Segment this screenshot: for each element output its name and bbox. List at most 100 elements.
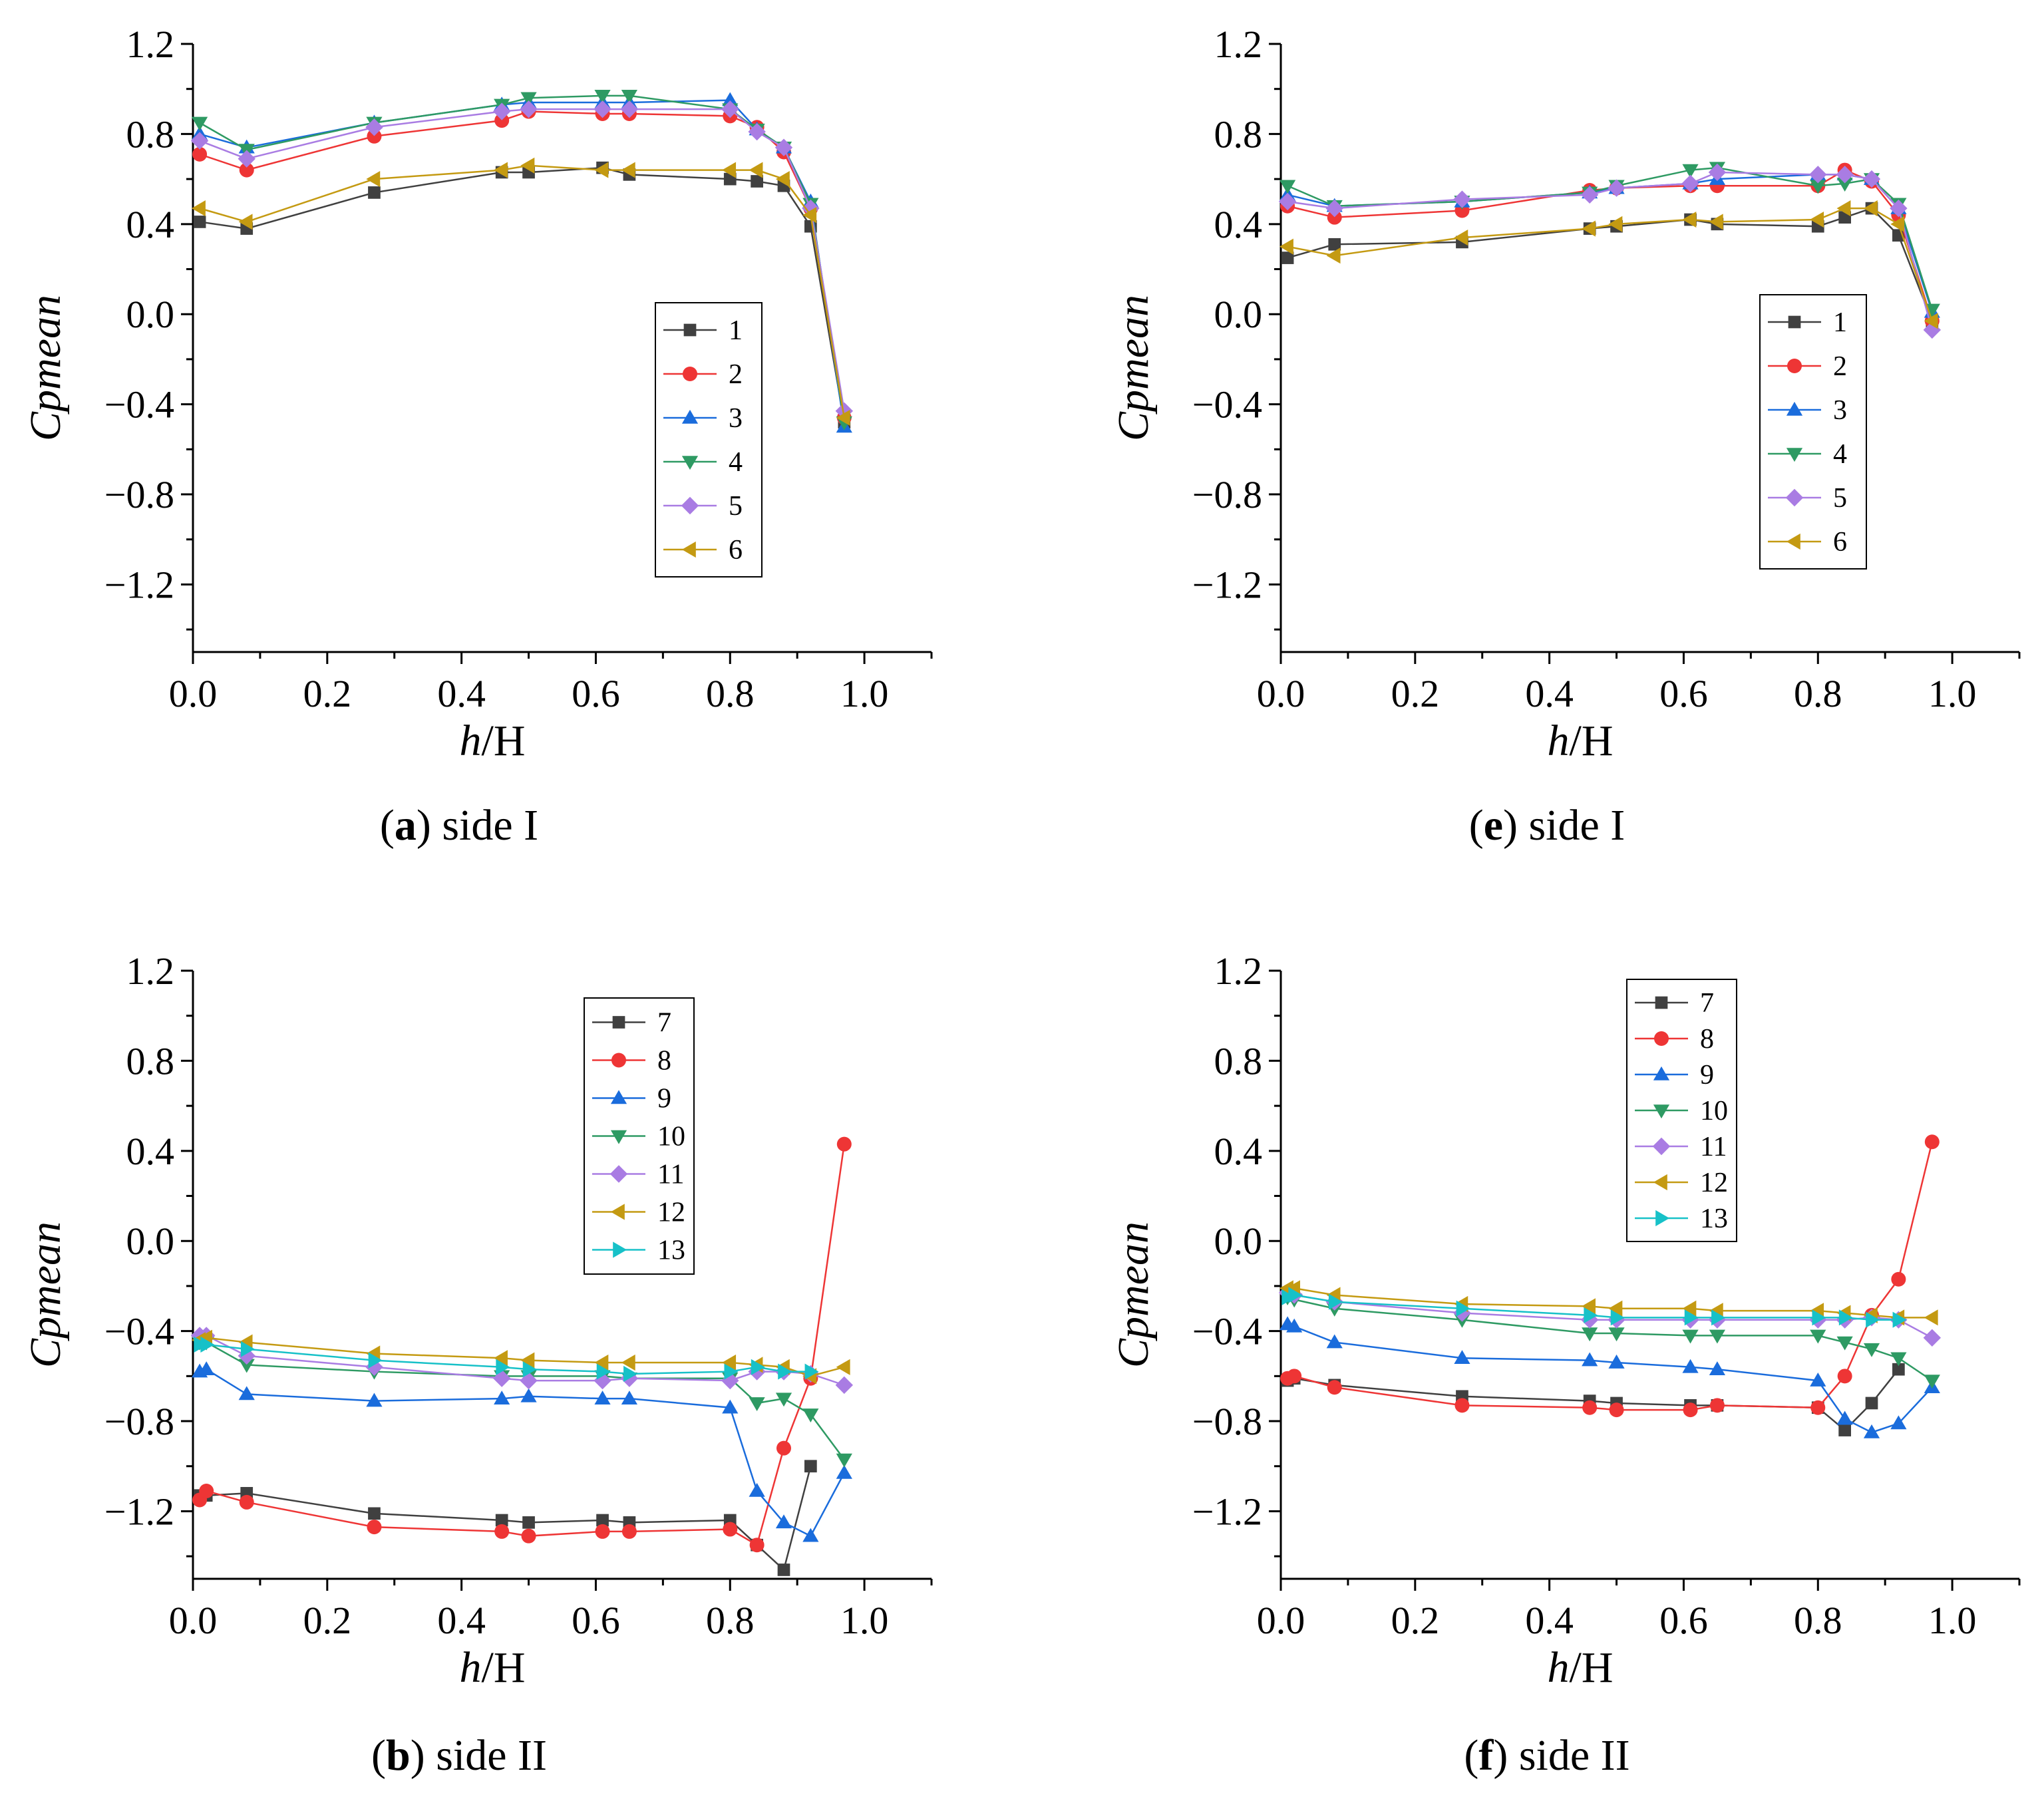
y-tick-label: −0.4 bbox=[1192, 383, 1262, 426]
series-5-point bbox=[1862, 170, 1881, 188]
legend-label: 3 bbox=[1833, 395, 1847, 426]
series-4-point bbox=[1836, 178, 1853, 192]
legend-marker bbox=[1653, 1066, 1670, 1080]
series-8-point bbox=[1837, 1369, 1852, 1384]
x-tick-label: 0.8 bbox=[706, 1599, 755, 1642]
series-5-point bbox=[1890, 199, 1908, 218]
x-tick-label: 0.0 bbox=[1257, 672, 1305, 715]
x-axis-title-rest: /H bbox=[1570, 1643, 1614, 1692]
series-1-point bbox=[368, 186, 381, 199]
series-6 bbox=[191, 157, 850, 426]
series-2-point bbox=[192, 146, 208, 162]
series-8-point bbox=[723, 1522, 738, 1537]
y-tick-label: 0.4 bbox=[1214, 1130, 1263, 1173]
series-12-point bbox=[836, 1359, 850, 1375]
x-tick-label: 0.6 bbox=[1659, 1599, 1708, 1642]
series-6-point bbox=[494, 162, 508, 178]
series-13-point bbox=[804, 1363, 819, 1380]
series-11-point bbox=[520, 1371, 538, 1390]
legend-marker bbox=[1652, 1137, 1671, 1156]
legend-marker bbox=[610, 1130, 627, 1144]
panel-b: 1.2 0.8 0.4 0.0 −0.4 −0.8 −1.2 0.0 0.2 0.4 0.6 0.8 1… bbox=[21, 949, 933, 1780]
series-4-point bbox=[1810, 180, 1826, 194]
series-6-point bbox=[1810, 211, 1824, 228]
x-tick-label: 0.0 bbox=[169, 672, 218, 715]
y-tick-label: 0.0 bbox=[126, 1220, 175, 1263]
legend-label: 5 bbox=[729, 491, 743, 522]
series-13-point bbox=[1892, 1311, 1907, 1328]
x-tick-label: 0.2 bbox=[1391, 1599, 1440, 1642]
caption-text: side I bbox=[431, 801, 538, 850]
series-6-point bbox=[1454, 230, 1468, 246]
series-6-point bbox=[802, 207, 817, 224]
legend-marker bbox=[683, 367, 697, 381]
series-13-point bbox=[1711, 1309, 1726, 1326]
y-tick-label: 0.4 bbox=[126, 1130, 175, 1173]
series-7-point bbox=[777, 1563, 790, 1576]
series-8-point bbox=[1683, 1402, 1698, 1418]
series-9-point bbox=[238, 1386, 255, 1400]
legend-marker bbox=[612, 1016, 625, 1029]
series-8-line bbox=[1287, 1141, 1934, 1411]
series-9-point bbox=[749, 1482, 765, 1497]
series-8 bbox=[1280, 1134, 1940, 1418]
series-2-point bbox=[239, 162, 254, 178]
series-8-point bbox=[1609, 1402, 1624, 1418]
series-12-point bbox=[1608, 1300, 1623, 1317]
legend-item-2: 2 bbox=[1768, 351, 1847, 382]
legend-item-11: 11 bbox=[592, 1160, 684, 1190]
y-tick-label: 1.2 bbox=[126, 949, 175, 993]
series-5-point bbox=[1809, 166, 1827, 184]
series-10-point bbox=[1608, 1327, 1625, 1342]
legend-item-4: 4 bbox=[1768, 439, 1847, 470]
series-10-point bbox=[1863, 1343, 1880, 1357]
x-axis-title-rest: /H bbox=[482, 717, 526, 765]
legend-item-6: 6 bbox=[1768, 527, 1847, 558]
x-axis-title-rest: /H bbox=[1570, 717, 1614, 765]
legend: 7 8 9 10 11 12 13 bbox=[1626, 979, 1737, 1242]
caption-close: ) bbox=[1503, 801, 1518, 850]
series-6-point bbox=[722, 162, 737, 178]
x-axis-title: h/H bbox=[460, 717, 526, 765]
y-tick-label: −0.8 bbox=[104, 1400, 174, 1443]
x-axis-title: h/H bbox=[1548, 717, 1614, 765]
series-13-point bbox=[1838, 1309, 1853, 1326]
legend: 1 2 3 4 5 6 bbox=[655, 302, 763, 577]
series-7-point bbox=[1892, 1363, 1905, 1376]
legend-label: 2 bbox=[729, 359, 743, 390]
series-7-point bbox=[596, 1514, 609, 1527]
caption-letter: a bbox=[395, 801, 417, 850]
caption-letter: b bbox=[386, 1731, 411, 1780]
series-9-point bbox=[1582, 1352, 1598, 1367]
series-9-point bbox=[802, 1528, 819, 1542]
series-9-point bbox=[1810, 1373, 1826, 1387]
series-12-point bbox=[494, 1350, 508, 1367]
series-6 bbox=[1279, 200, 1938, 329]
caption-text: side II bbox=[425, 1731, 547, 1780]
y-tick-label: 1.2 bbox=[1214, 949, 1263, 993]
series-9-point bbox=[494, 1391, 510, 1404]
legend-item-1: 1 bbox=[663, 315, 743, 346]
series-5-point bbox=[1453, 190, 1471, 208]
y-tick-label: −0.4 bbox=[104, 1310, 174, 1353]
legend-item-7: 7 bbox=[1635, 988, 1714, 1019]
legend-label: 4 bbox=[1833, 439, 1847, 470]
caption-open: ( bbox=[371, 1731, 386, 1780]
series-5 bbox=[190, 100, 854, 420]
series-4-point bbox=[520, 92, 537, 106]
legend-marker bbox=[1788, 315, 1801, 329]
y-tick-label: −1.2 bbox=[104, 563, 174, 606]
y-tick-label: −1.2 bbox=[1192, 563, 1262, 606]
x-axis-title: h/H bbox=[1548, 1643, 1614, 1692]
series-10-point bbox=[1582, 1327, 1598, 1342]
series-9-point bbox=[594, 1391, 611, 1404]
series-5-point bbox=[1278, 192, 1297, 211]
legend-label: 10 bbox=[1700, 1096, 1728, 1126]
series-9-point bbox=[775, 1514, 792, 1529]
series-8-point bbox=[1582, 1400, 1598, 1415]
legend-label: 1 bbox=[729, 315, 743, 346]
series-8-point bbox=[1327, 1380, 1342, 1395]
series-10-point bbox=[836, 1453, 852, 1468]
x-tick-label: 0.6 bbox=[572, 1599, 620, 1642]
panel-f: 1.2 0.8 0.4 0.0 −0.4 −0.8 −1.2 0.0 0.2 0.4 0.6 0.8 1… bbox=[1109, 949, 2021, 1780]
